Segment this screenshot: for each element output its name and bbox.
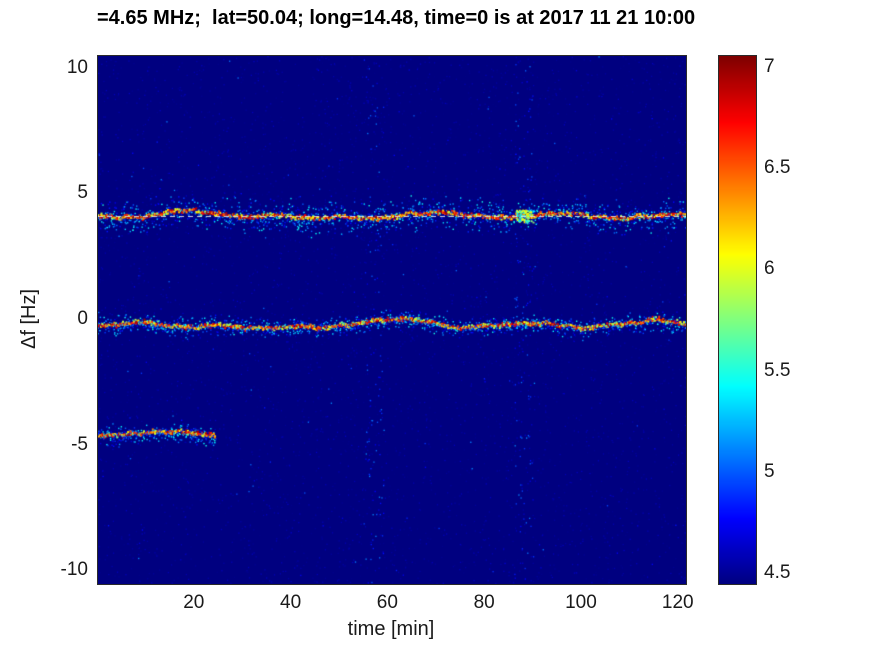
y-tick-label: 0 — [77, 308, 88, 329]
colorbar-tick-label: 6.5 — [764, 157, 791, 179]
chart-title: =4.65 MHz; lat=50.04; long=14.48, time=0… — [97, 7, 696, 29]
x-axis-label: time [min] — [347, 618, 435, 640]
x-tick-label: 120 — [661, 592, 694, 613]
heatmap-canvas — [97, 55, 687, 585]
colorbar-tick-label: 5.5 — [764, 359, 791, 381]
x-tick-label: 80 — [473, 592, 495, 613]
colorbar-tick-label: 6 — [764, 258, 775, 280]
colorbar-tick-label: 7 — [764, 56, 775, 78]
x-tick-label: 40 — [280, 592, 302, 613]
x-tick-label: 100 — [565, 592, 597, 613]
y-tick-label: 10 — [66, 56, 88, 78]
colorbar-tick-label: 4.5 — [764, 561, 791, 583]
colorbar — [718, 55, 757, 585]
y-tick-label: -10 — [60, 559, 88, 581]
x-tick-label: 60 — [376, 592, 398, 613]
colorbar-tick-label: 5 — [764, 460, 775, 482]
x-tick-label: 20 — [183, 592, 205, 613]
y-tick-label: -5 — [71, 433, 88, 455]
y-tick-label: 5 — [77, 182, 88, 204]
